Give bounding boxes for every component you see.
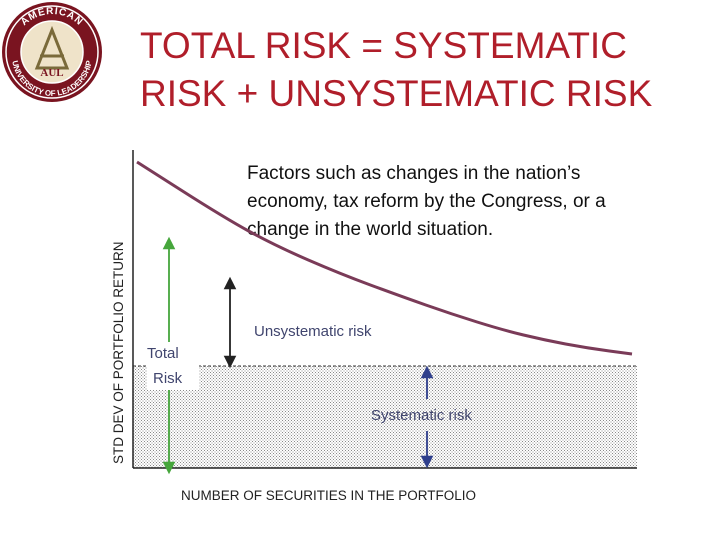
page-title: TOTAL RISK = SYSTEMATIC RISK + UNSYSTEMA… xyxy=(140,25,653,114)
y-axis-label: STD DEV OF PORTFOLIO RETURN xyxy=(111,241,126,464)
university-seal-logo: AMERICAN UNIVERSITY OF LEADERSHIP AUL xyxy=(2,2,102,102)
x-axis-label: NUMBER OF SECURITIES IN THE PORTFOLIO xyxy=(181,488,476,503)
systematic-risk-label: Systematic risk xyxy=(371,407,472,424)
systematic-risk-region xyxy=(133,366,637,468)
total-risk-curve xyxy=(136,160,633,356)
svg-text:AUL: AUL xyxy=(40,67,63,79)
unsystematic-risk-label: Unsystematic risk xyxy=(254,323,372,340)
total-risk-label: Total Risk xyxy=(147,345,183,387)
factors-description: Factors such as changes in the nation’s … xyxy=(247,163,606,240)
